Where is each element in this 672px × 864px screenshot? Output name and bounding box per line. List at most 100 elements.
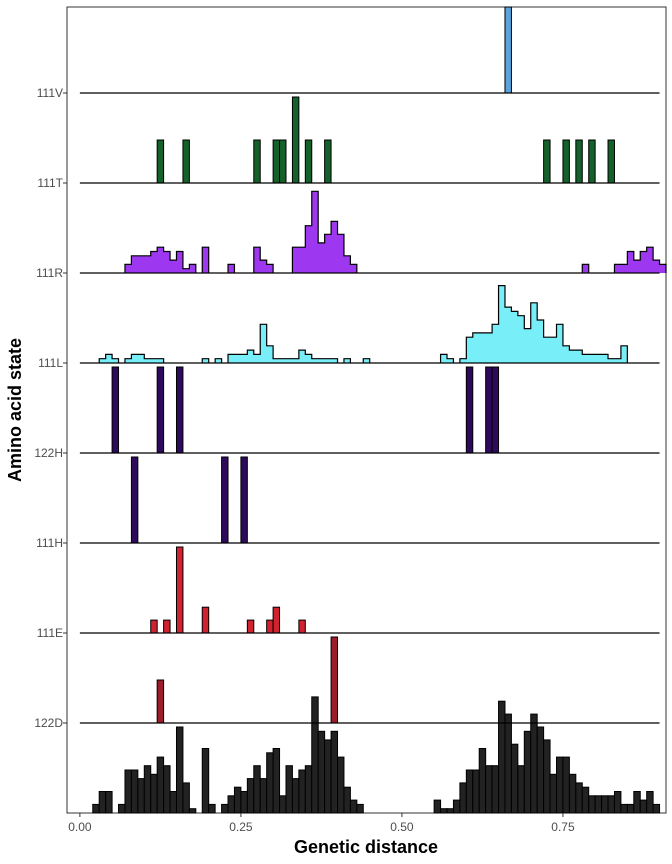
bar-all [246, 778, 255, 814]
bar-all [491, 765, 500, 814]
bar-all [601, 795, 609, 814]
bar-111E [175, 546, 184, 634]
bar-111E [272, 606, 281, 634]
bar-111H [240, 456, 248, 544]
bar-all [588, 795, 596, 814]
ridge-111L [79, 285, 660, 364]
bar-122D [330, 636, 339, 724]
bar-all [452, 799, 461, 814]
bar-all [124, 769, 132, 814]
bar-all [581, 786, 590, 814]
bar-all [633, 791, 641, 814]
bar-all [182, 782, 190, 814]
bar-122H [111, 366, 120, 454]
ridge-area-111L [98, 285, 628, 363]
bar-all [349, 799, 358, 814]
bar-all [523, 730, 532, 814]
bar-all [562, 756, 570, 814]
x-axis-title: Genetic distance [294, 837, 438, 857]
ridge-111R [79, 190, 667, 274]
bar-all [498, 700, 506, 814]
bar-all [291, 778, 300, 814]
y-tick-label: 111R [36, 266, 63, 280]
ridge-122H [79, 366, 660, 454]
bar-all [169, 791, 177, 814]
bar-all [446, 808, 454, 814]
bar-111T [588, 139, 596, 184]
bar-all [568, 773, 577, 814]
bar-all [130, 769, 139, 814]
bar-111E [150, 619, 158, 634]
ridge-all [92, 696, 661, 814]
bar-111H [221, 456, 229, 544]
bar-111H [130, 456, 139, 544]
bar-all [259, 778, 268, 814]
bar-all [298, 769, 306, 814]
bar-122H [465, 366, 474, 454]
bar-122H [156, 366, 165, 454]
bar-all [279, 795, 287, 814]
bar-all [626, 803, 635, 814]
y-tick-label: 111V [37, 86, 63, 100]
bar-all [227, 795, 235, 814]
bar-all [478, 748, 487, 814]
ridge-area-111R [124, 190, 667, 273]
x-axis: 0.00 0.25 0.50 0.75 [68, 813, 575, 834]
bar-all [510, 743, 519, 814]
bar-all [324, 739, 332, 814]
bar-all [356, 803, 364, 814]
bar-all [137, 778, 145, 814]
y-tick-label: 122H [34, 446, 63, 460]
bar-all [613, 791, 622, 814]
x-tick-label: 0.50 [390, 820, 414, 834]
bar-all [440, 808, 448, 814]
bar-all [304, 765, 313, 814]
bar-111T [304, 139, 313, 184]
y-axis-labels: 122D 111E 111H 122H 111L 111R 111T 111V [34, 86, 67, 730]
bar-all [272, 748, 281, 814]
bar-all [536, 726, 545, 814]
bar-all [150, 773, 158, 814]
bar-all [240, 791, 248, 814]
x-tick-label: 0.00 [68, 820, 92, 834]
bar-111T [279, 139, 287, 184]
bar-all [98, 791, 107, 814]
bar-all [607, 795, 615, 814]
bar-all [311, 696, 319, 814]
bar-all [208, 803, 216, 814]
ridges-layer [79, 6, 667, 814]
bar-all [543, 739, 551, 814]
bar-122H [175, 366, 184, 454]
bar-111T [156, 139, 165, 184]
bar-all [549, 773, 557, 814]
bar-all [639, 799, 648, 814]
bar-all [156, 756, 165, 814]
bar-122H [485, 366, 493, 454]
bar-all [556, 756, 564, 814]
y-tick-label: 111E [37, 626, 63, 640]
bar-all [337, 756, 345, 814]
bar-111T [607, 139, 615, 184]
bar-all [118, 803, 126, 814]
bar-all [530, 713, 538, 814]
bar-all [105, 791, 113, 814]
bar-all [472, 769, 480, 814]
bar-all [188, 808, 197, 814]
bar-all [163, 765, 171, 814]
bar-111E [298, 619, 306, 634]
bar-all [465, 769, 474, 814]
bar-111T [253, 139, 261, 184]
x-tick-label: 0.25 [229, 820, 253, 834]
bar-111T [182, 139, 190, 184]
y-tick-label: 111H [36, 536, 63, 550]
ridge-111H [79, 456, 660, 544]
bar-all [221, 803, 229, 814]
bar-122H [491, 366, 500, 454]
bar-111T [575, 139, 583, 184]
bar-all [433, 799, 442, 814]
bar-all [266, 752, 274, 814]
ridge-111E [79, 546, 660, 634]
bar-111T [324, 139, 332, 184]
bar-111E [201, 606, 210, 634]
